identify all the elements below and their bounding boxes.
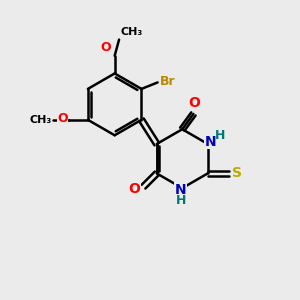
Text: CH₃: CH₃ (121, 27, 143, 37)
Text: O: O (100, 41, 111, 54)
Text: O: O (188, 96, 200, 110)
Text: H: H (215, 129, 225, 142)
Text: CH₃: CH₃ (30, 115, 52, 125)
Text: S: S (232, 167, 242, 180)
Text: N: N (204, 135, 216, 148)
Text: O: O (128, 182, 140, 196)
Text: Br: Br (160, 75, 176, 88)
Text: O: O (57, 112, 68, 125)
Text: H: H (176, 194, 186, 207)
Text: N: N (175, 183, 187, 196)
